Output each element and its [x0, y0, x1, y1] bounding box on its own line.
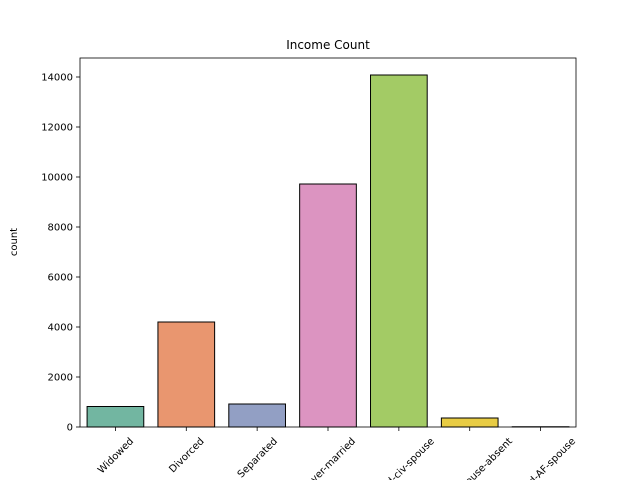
bar — [440, 417, 499, 428]
x-tick-label: Widowed — [96, 436, 136, 476]
bar — [86, 406, 145, 428]
bar — [157, 321, 216, 428]
y-tick-label: 10000 — [41, 173, 73, 184]
y-tick-label: 2000 — [48, 373, 73, 384]
x-tick-label: Separated — [236, 436, 280, 480]
bar — [299, 183, 357, 428]
y-axis-label: count — [9, 228, 20, 256]
axes-frame — [79, 57, 577, 428]
y-tick-label: 6000 — [48, 273, 73, 284]
x-tick-label: Married-AF-spouse — [504, 436, 578, 480]
bar — [228, 403, 286, 428]
chart-title: Income Count — [286, 38, 370, 52]
y-tick-label: 12000 — [41, 123, 73, 134]
y-tick-label: 8000 — [48, 223, 73, 234]
x-tick-label: Never-married — [299, 436, 358, 480]
y-tick-label: 4000 — [48, 323, 73, 334]
y-tick-label: 0 — [67, 423, 73, 434]
x-tick-label: Married-spouse-absent — [426, 436, 515, 480]
x-tick-label: Married-civ-spouse — [362, 436, 437, 480]
y-tick-label: 14000 — [41, 73, 73, 84]
bar — [370, 74, 428, 428]
x-tick-label: Divorced — [167, 436, 206, 475]
